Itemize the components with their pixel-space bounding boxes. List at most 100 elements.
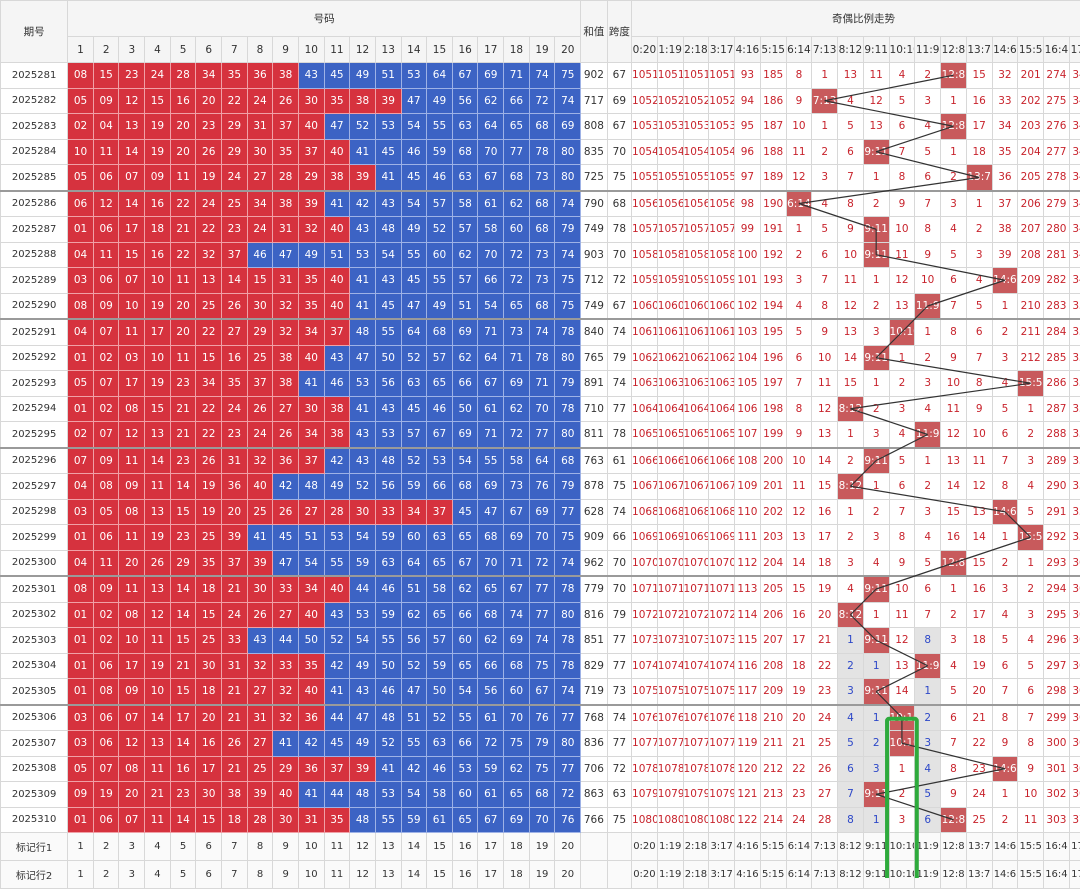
blue-number-cell: 57 (452, 268, 478, 294)
blue-number-cell: 69 (478, 474, 504, 500)
red-number-cell: 08 (68, 293, 94, 319)
miss-count-cell: 296 (1044, 628, 1070, 654)
miss-count-cell: 3 (966, 242, 992, 268)
miss-count-cell: 13 (889, 653, 915, 679)
miss-count-cell: 8 (812, 293, 838, 319)
miss-count-cell: 7 (992, 679, 1018, 705)
miss-count-cell: 1 (915, 448, 941, 474)
blue-number-cell: 54 (452, 448, 478, 474)
red-number-cell: 29 (222, 114, 248, 140)
miss-count-cell: 1075 (657, 679, 683, 705)
miss-count-cell: 350 (1069, 293, 1080, 319)
red-number-cell: 13 (119, 114, 145, 140)
blue-number-cell: 41 (273, 731, 299, 757)
red-number-cell: 15 (196, 807, 222, 833)
red-number-cell: 40 (324, 217, 350, 243)
miss-count-cell: 1078 (632, 756, 658, 782)
red-number-cell: 34 (298, 422, 324, 448)
miss-count-cell: 2 (915, 345, 941, 371)
red-number-cell: 01 (68, 653, 94, 679)
blue-number-cell: 59 (350, 550, 376, 576)
blue-number-cell: 68 (478, 525, 504, 551)
footer-ratio-cell: 4:16 (735, 833, 761, 861)
number-col-header: 3 (119, 37, 145, 63)
blue-number-cell: 46 (427, 756, 453, 782)
period-cell: 2025299 (1, 525, 68, 551)
miss-count-cell: 1 (863, 602, 889, 628)
footer-ratio-cell: 16:4 (1044, 833, 1070, 861)
red-number-cell: 36 (247, 63, 273, 89)
miss-count-cell: 98 (735, 191, 761, 217)
miss-count-cell: 1 (1018, 396, 1044, 422)
sum-cell: 811 (581, 422, 607, 448)
ratio-hit-cell: 9:11 (863, 628, 889, 654)
blue-number-cell: 60 (504, 217, 530, 243)
red-number-cell: 11 (145, 628, 171, 654)
ratio-hit-cell: 7:13 (812, 88, 838, 114)
miss-count-cell: 4 (915, 396, 941, 422)
blue-number-cell: 53 (375, 782, 401, 808)
footer-ratio-cell: 9:11 (863, 861, 889, 889)
miss-count-cell: 108 (735, 448, 761, 474)
number-col-header: 13 (375, 37, 401, 63)
blue-number-cell: 58 (478, 217, 504, 243)
sum-cell: 962 (581, 550, 607, 576)
red-number-cell: 37 (298, 139, 324, 165)
red-number-cell: 11 (170, 268, 196, 294)
miss-count-cell: 1053 (709, 114, 735, 140)
blue-number-cell: 74 (529, 63, 555, 89)
miss-count-cell: 7 (838, 782, 864, 808)
blue-number-cell: 65 (452, 525, 478, 551)
blue-number-cell: 68 (427, 319, 453, 345)
blue-number-cell: 59 (427, 653, 453, 679)
red-number-cell: 22 (170, 191, 196, 217)
miss-count-cell: 1080 (709, 807, 735, 833)
miss-count-cell: 1054 (709, 139, 735, 165)
red-number-cell: 40 (324, 576, 350, 602)
miss-count-cell: 7 (992, 448, 1018, 474)
miss-count-cell: 1061 (683, 319, 709, 345)
footer-ratio-cell: 11:9 (915, 833, 941, 861)
miss-count-cell: 3 (863, 422, 889, 448)
red-number-cell: 38 (324, 396, 350, 422)
red-number-cell: 15 (145, 396, 171, 422)
blue-number-cell: 65 (427, 550, 453, 576)
number-col-header: 12 (350, 37, 376, 63)
red-number-cell: 15 (170, 499, 196, 525)
blue-number-cell: 57 (427, 628, 453, 654)
miss-count-cell: 1 (915, 679, 941, 705)
red-number-cell: 14 (170, 576, 196, 602)
miss-count-cell: 12 (889, 268, 915, 294)
footer-ratio-cell: 8:12 (838, 861, 864, 889)
footer-number-cell: 8 (247, 833, 273, 861)
footer-number-cell: 1 (68, 861, 94, 889)
miss-count-cell: 1079 (709, 782, 735, 808)
miss-count-cell: 1065 (657, 422, 683, 448)
footer-number-cell: 20 (555, 833, 581, 861)
number-col-header: 1 (68, 37, 94, 63)
red-number-cell: 15 (119, 242, 145, 268)
footer-number-cell: 3 (119, 833, 145, 861)
blue-number-cell: 43 (350, 217, 376, 243)
red-number-cell: 32 (273, 293, 299, 319)
sum-cell: 765 (581, 345, 607, 371)
miss-count-cell: 14 (889, 679, 915, 705)
ratio-col-header: 12:8 (941, 37, 967, 63)
miss-count-cell: 1060 (657, 293, 683, 319)
red-number-cell: 03 (68, 499, 94, 525)
miss-count-cell: 7 (915, 602, 941, 628)
miss-count-cell: 275 (1044, 88, 1070, 114)
miss-count-cell: 1051 (683, 63, 709, 89)
sum-cell: 816 (581, 602, 607, 628)
span-cell: 74 (607, 371, 631, 397)
miss-count-cell: 1074 (683, 653, 709, 679)
span-cell: 79 (607, 345, 631, 371)
footer-number-cell: 6 (196, 861, 222, 889)
blue-number-cell: 73 (504, 474, 530, 500)
miss-count-cell: 362 (1069, 602, 1080, 628)
miss-count-cell: 5 (941, 679, 967, 705)
miss-count-cell: 9 (941, 345, 967, 371)
